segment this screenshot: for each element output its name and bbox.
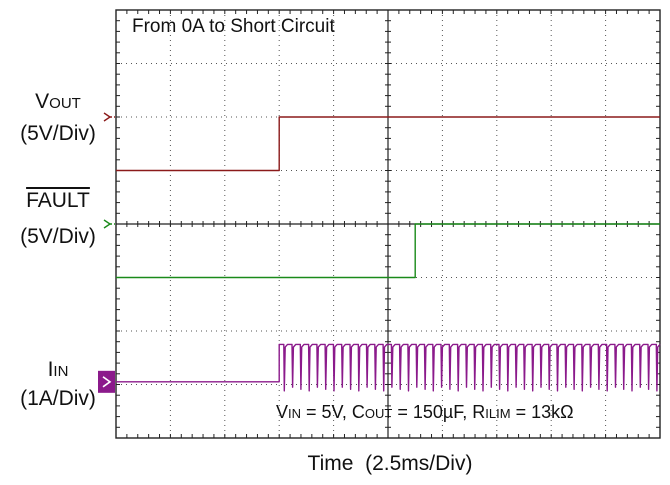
ground-marker-arrow [102, 376, 112, 388]
ground-marker-iin [98, 370, 115, 393]
iin-label-main: I [47, 358, 54, 381]
vout-scale: (5V/Div) [20, 122, 96, 145]
cond-vin-val: = 5V, C [301, 402, 365, 422]
vout-label: VOUT [4, 90, 112, 116]
iin-label-sub: IN [53, 363, 69, 380]
cond-cout-sub: OUT [364, 406, 393, 421]
fault-scale: (5V/Div) [20, 225, 96, 248]
x-axis-title: Time [307, 452, 354, 475]
cond-vin: V [276, 402, 289, 422]
fault-label: FAULT [4, 189, 112, 213]
iin-label: IIN [4, 358, 112, 384]
chart-title: From 0A to Short Circuit [132, 16, 335, 37]
cond-cout-val: = 150µF, R [392, 402, 486, 422]
cond-rilim-val: = 13kΩ [510, 402, 574, 422]
vout-label-main: V [35, 90, 50, 113]
trace-vout [116, 116, 660, 172]
test-conditions: VIN = 5V, COUT = 150µF, RILIM = 13kΩ [276, 402, 574, 423]
x-axis-scale: (2.5ms/Div) [365, 452, 473, 475]
ground-markers [98, 112, 115, 393]
trace-fault [116, 223, 660, 279]
cond-rilim-sub: ILIM [485, 406, 511, 421]
traces [116, 116, 661, 392]
fault-label-main: FAULT [26, 189, 90, 212]
trace-iin [116, 343, 661, 392]
x-axis-label: Time (2.5ms/Div) [200, 452, 580, 476]
vout-label-sub: OUT [49, 95, 81, 112]
iin-scale: (1A/Div) [20, 387, 96, 410]
cond-vin-sub: IN [288, 406, 302, 421]
